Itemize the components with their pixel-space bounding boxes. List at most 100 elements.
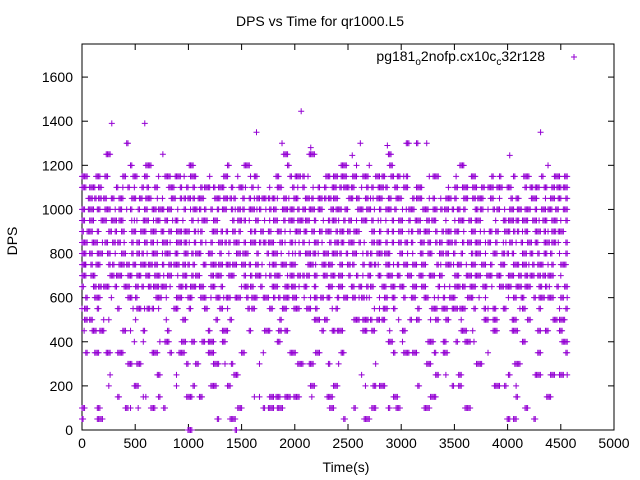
data-point — [501, 261, 508, 268]
data-point — [473, 184, 480, 191]
data-point — [384, 239, 391, 246]
data-point — [371, 305, 378, 312]
data-point — [202, 206, 209, 213]
data-point — [84, 173, 91, 180]
data-point — [564, 338, 571, 345]
data-point — [218, 250, 225, 257]
data-point — [186, 228, 193, 235]
data-point — [482, 250, 489, 257]
data-point — [307, 144, 314, 151]
data-point — [371, 327, 378, 334]
data-point — [192, 173, 199, 180]
data-point — [228, 316, 235, 323]
data-point — [335, 294, 342, 301]
data-point — [371, 228, 378, 235]
data-point — [372, 360, 379, 367]
data-point — [356, 228, 363, 235]
data-point — [493, 327, 500, 334]
data-point — [532, 415, 539, 422]
data-point — [520, 294, 527, 301]
data-point — [161, 404, 168, 411]
data-point — [186, 239, 193, 246]
data-point — [174, 305, 181, 312]
data-point — [222, 360, 229, 367]
data-point — [366, 294, 373, 301]
data-point — [278, 316, 285, 323]
data-point — [119, 195, 126, 202]
data-point — [168, 228, 175, 235]
data-point — [260, 349, 267, 356]
data-point — [366, 415, 373, 422]
data-point — [278, 184, 285, 191]
data-point — [459, 250, 466, 257]
data-point — [432, 217, 439, 224]
data-point — [482, 294, 489, 301]
data-point — [118, 272, 125, 279]
data-point — [141, 327, 148, 334]
data-point — [564, 195, 571, 202]
data-point — [128, 360, 135, 367]
data-point — [214, 217, 221, 224]
data-point — [195, 360, 202, 367]
data-point — [270, 239, 277, 246]
data-point — [174, 206, 181, 213]
data-point — [154, 184, 161, 191]
x-tick-label: 3500 — [439, 435, 470, 451]
data-point — [525, 173, 532, 180]
data-point — [335, 360, 342, 367]
data-point — [496, 195, 503, 202]
data-point — [416, 316, 423, 323]
data-point — [389, 162, 396, 169]
data-point — [253, 129, 260, 136]
data-point — [174, 272, 181, 279]
data-point — [296, 305, 303, 312]
data-point — [339, 327, 346, 334]
data-point — [472, 283, 479, 290]
y-tick-label: 1000 — [42, 201, 73, 217]
data-point — [132, 261, 139, 268]
data-point — [220, 184, 227, 191]
y-tick-label: 0 — [65, 422, 73, 438]
data-point — [95, 228, 102, 235]
data-point — [339, 283, 346, 290]
data-point — [89, 250, 96, 257]
data-point — [379, 195, 386, 202]
data-point — [279, 140, 286, 147]
data-point — [159, 151, 166, 158]
data-point — [312, 283, 319, 290]
data-point — [99, 250, 106, 257]
data-point — [483, 283, 490, 290]
data-point — [427, 316, 434, 323]
data-point — [207, 294, 214, 301]
data-point — [184, 360, 191, 367]
data-point — [103, 217, 110, 224]
data-point — [536, 184, 543, 191]
data-point — [233, 261, 240, 268]
data-point — [122, 327, 129, 334]
x-tick-label: 0 — [78, 435, 86, 451]
data-point — [306, 217, 313, 224]
data-point — [548, 250, 555, 257]
data-point — [433, 228, 440, 235]
data-point — [537, 349, 544, 356]
data-point — [168, 349, 175, 356]
data-point — [340, 349, 347, 356]
x-tick-label: 2500 — [332, 435, 363, 451]
data-point — [537, 305, 544, 312]
data-point — [128, 162, 135, 169]
data-point — [315, 250, 322, 257]
data-point — [165, 338, 172, 345]
data-point — [324, 316, 331, 323]
data-point — [282, 239, 289, 246]
data-point — [225, 250, 232, 257]
data-point — [96, 294, 103, 301]
data-point — [137, 272, 144, 279]
data-point — [363, 217, 370, 224]
data-point — [156, 371, 163, 378]
data-point — [107, 206, 114, 213]
data-point — [460, 228, 467, 235]
data-point — [98, 184, 105, 191]
data-point — [524, 404, 531, 411]
data-point — [542, 195, 549, 202]
data-point — [213, 382, 220, 389]
